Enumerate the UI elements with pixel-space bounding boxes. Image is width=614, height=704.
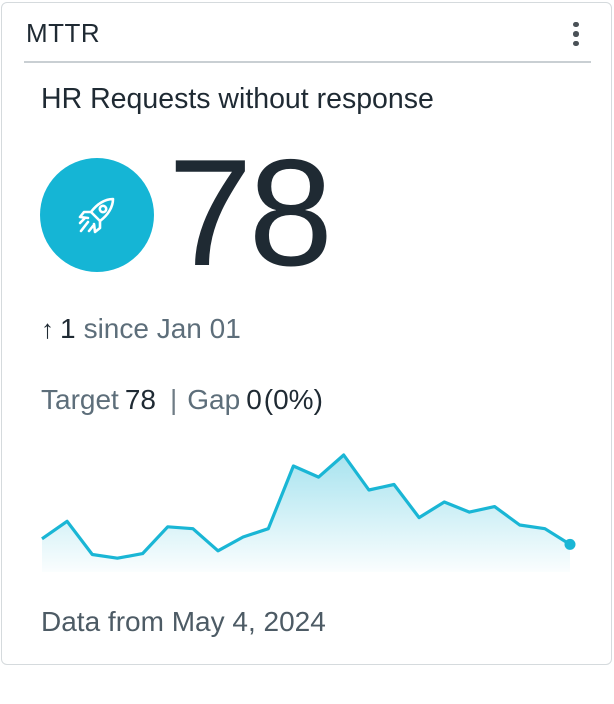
sparkline-last-point [564,538,576,550]
sparkline-series-line [41,453,571,560]
delta-line: ↑ 1 since Jan 01 [41,313,241,345]
target-value: 78 [124,384,156,415]
target-separator: | [169,384,178,415]
metric-value: 78 [168,128,333,298]
gap-percent: (0%) [263,384,323,415]
card-header: MTTR [2,3,611,63]
target-line: Target 78 | Gap 0 (0%) [41,384,323,416]
header-divider [24,61,591,63]
rocket-icon [40,158,154,272]
data-date-footer: Data from May 4, 2024 [41,606,326,637]
more-options-button[interactable] [563,17,589,51]
delta-value: 1 [60,313,76,344]
card-title: MTTR [26,18,101,48]
more-vertical-icon-dot [573,31,579,37]
more-vertical-icon-dot [573,40,579,47]
gap-value: 0 [246,384,262,415]
target-label: Target [41,384,119,415]
sparkline-area [42,455,570,572]
sparkline-chart [41,453,576,572]
arrow-up-icon: ↑ [41,314,54,344]
metric-name: HR Requests without response [41,83,434,115]
kpi-card: MTTR HR Requests without response 78 ↑ 1… [1,2,612,665]
more-vertical-icon [573,21,579,28]
delta-since-label: since Jan 01 [83,313,241,344]
gap-label: Gap [187,384,241,415]
